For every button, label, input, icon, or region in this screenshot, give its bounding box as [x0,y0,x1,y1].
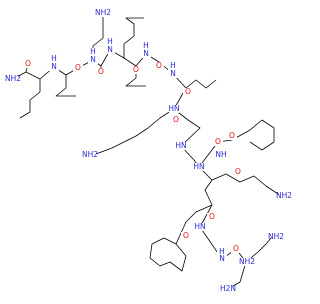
side-chain [211,173,282,197]
label-background [183,88,193,96]
label-background [105,46,115,54]
atom-label: N [90,55,96,64]
label-background [233,168,243,176]
side-chain [198,119,275,168]
label-background [49,63,59,71]
label-background [141,42,151,50]
label-background [96,68,106,76]
atom-label: O [98,67,104,76]
atom-label: N [170,69,176,78]
label-background [227,132,237,140]
label-background [176,142,186,150]
label-background [216,151,226,159]
label-background [279,192,289,200]
atom-label: HN [175,141,186,150]
atom-label: O [25,59,31,68]
label-background [217,248,227,256]
atom-label: O [173,115,179,124]
label-background [217,255,227,263]
label-background [105,38,115,46]
label-background [8,75,18,83]
label-background [171,116,181,124]
atom-label: H2N [220,284,236,293]
label-background [168,62,178,70]
label-background [141,50,151,58]
label-background [131,66,141,74]
side-chain [245,236,273,263]
atom-label: N [107,45,113,54]
atom-label: O [156,61,162,70]
label-background [223,285,233,293]
atom-label: H [51,54,57,63]
atom-label: N [51,62,57,71]
atom-label: O [209,212,215,221]
label-background [49,55,59,63]
atom-label: HN [168,104,179,113]
atom-label: O [235,167,241,176]
label-background [242,258,252,266]
atom-label: NH2 [276,191,292,200]
side-chain [149,204,213,272]
atom-label: NH2 [268,232,284,241]
atom-label: N [143,49,149,58]
atom-label: H [90,47,96,56]
atom-label: O [183,231,189,240]
atom-label: NH2 [95,8,111,17]
atom-label: O [215,137,221,146]
atom-label: NH [215,150,226,159]
atom-label: O [233,244,239,253]
label-background [85,151,95,159]
label-background [168,70,178,78]
atom-label: O [229,131,235,140]
atom-label: NH2 [5,74,21,83]
atom-label: HN [194,222,205,231]
atom-label: H [143,41,149,50]
label-background [213,138,223,146]
atom-label: N [219,254,225,263]
label-background [181,232,191,240]
label-background [271,233,281,241]
label-background [73,64,83,72]
label-background [195,223,205,231]
page: {"atom_labels": ["NH2", "O", "NH2", "H",… [4,8,293,293]
label-background [194,163,204,171]
label-background [98,9,108,17]
side-chain [185,79,217,89]
label-background [88,48,98,56]
atom-label: H [107,37,113,46]
atom-label: NH2 [82,150,98,159]
label-background [23,60,33,68]
label-background [88,56,98,64]
side-chain [19,79,41,119]
atom-label: H [219,247,225,256]
side-chain [123,17,144,58]
label-background [169,105,179,113]
label-background [231,245,241,253]
side-chain [55,75,76,97]
atom-label: O [133,65,139,74]
side-chain [95,108,175,155]
label-background [207,213,217,221]
atom-label: NH2 [239,257,255,266]
atom-label: O [75,63,81,72]
atom-label: O [185,87,191,96]
label-background [154,62,164,70]
atom-label: HN [193,162,204,171]
atom-label: H [170,61,176,70]
